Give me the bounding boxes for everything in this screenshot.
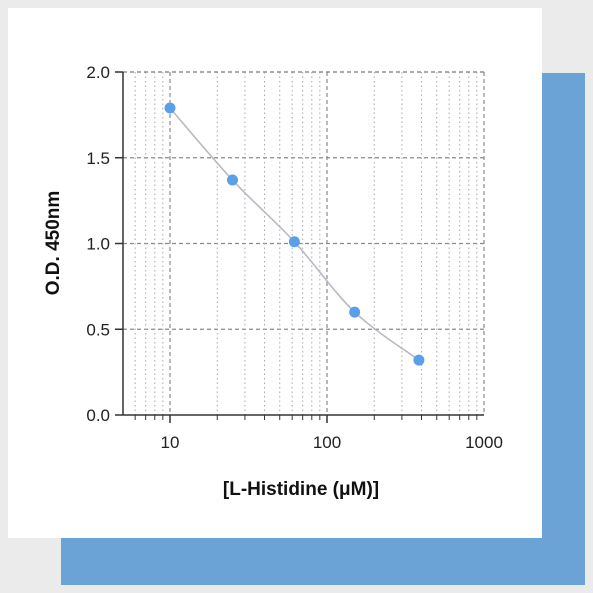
x-tick-label: 1000 [465, 433, 503, 452]
y-axis-title: O.D. 450nm [43, 191, 64, 296]
data-points [164, 102, 425, 366]
tick-marks [115, 71, 478, 423]
tick-labels: 0.0 0.5 1.0 1.5 2.0 10 100 1000 [86, 63, 503, 452]
x-tick-label: 100 [313, 433, 341, 452]
y-tick-label: 1.5 [86, 149, 110, 168]
x-axis-title: [L-Histidine (μM)] [223, 479, 379, 500]
y-tick-label: 0.0 [86, 406, 110, 425]
data-point [226, 174, 238, 186]
data-point [288, 236, 300, 248]
y-tick-label: 1.0 [86, 235, 110, 254]
data-point [413, 354, 425, 366]
y-tick-label: 2.0 [86, 63, 110, 82]
axes [122, 72, 484, 416]
fit-curve-line [169, 107, 420, 361]
x-tick-label: 10 [161, 433, 180, 452]
data-point [349, 306, 361, 318]
data-point [164, 102, 176, 114]
chart-card [8, 8, 542, 538]
grid-lines [123, 71, 485, 415]
y-tick-label: 0.5 [86, 320, 110, 339]
fit-curve [169, 107, 420, 361]
